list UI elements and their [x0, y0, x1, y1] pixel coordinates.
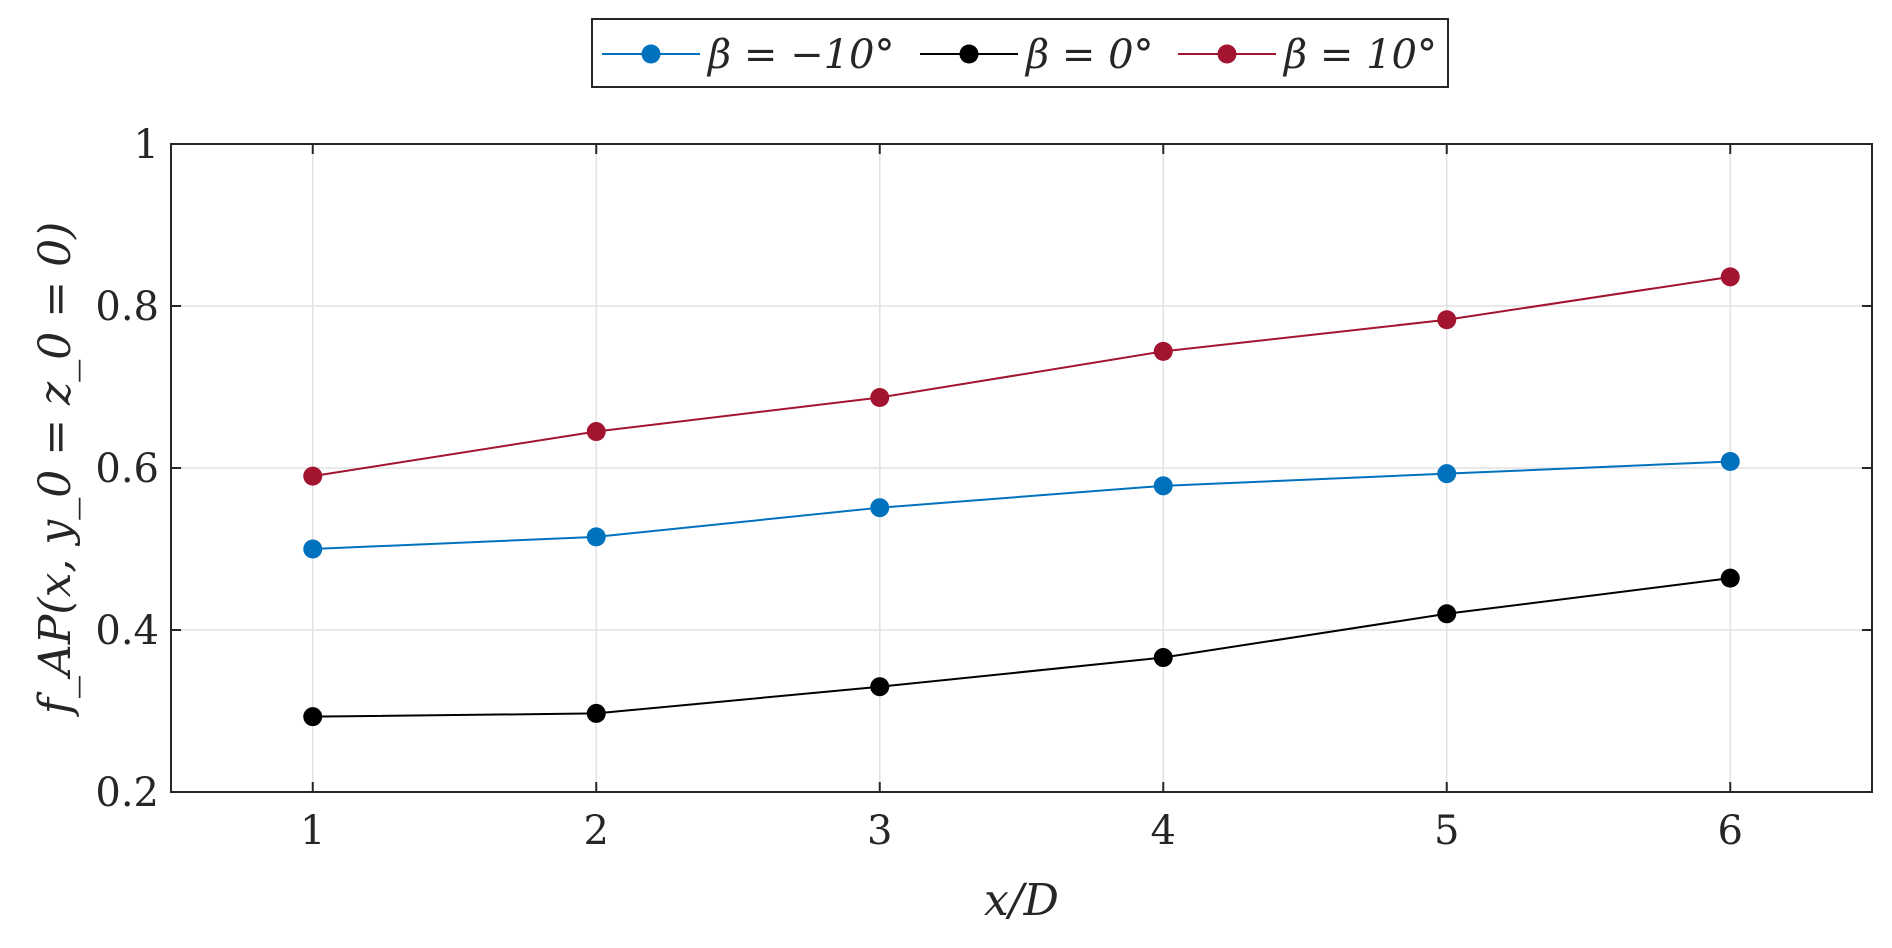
y-tick-label: 0.2 — [95, 770, 159, 816]
y-tick-label: 0.8 — [95, 284, 159, 330]
legend-item: β = 0° — [920, 32, 1154, 78]
x-axis-label: x/D — [984, 875, 1059, 926]
series-group — [303, 267, 1740, 727]
data-point — [1720, 452, 1740, 472]
data-point — [1437, 464, 1457, 484]
data-point — [1153, 341, 1173, 361]
series-2 — [303, 267, 1740, 486]
axis-ticks: 1 2 3 4 5 6 0.2 0.4 0.6 0.8 1 — [95, 122, 1872, 854]
legend-label: β = 10° — [1282, 32, 1437, 78]
legend-box — [591, 18, 1449, 88]
data-point — [303, 466, 323, 486]
legend-marker — [959, 44, 979, 64]
y-tick-label: 0.6 — [95, 446, 159, 492]
series-line — [312, 460, 1731, 550]
legend-marker — [641, 44, 661, 64]
y-tick-label: 1 — [134, 122, 159, 168]
x-tick-label: 6 — [1718, 808, 1743, 854]
x-tick-label: 4 — [1151, 808, 1176, 854]
data-point — [1720, 568, 1740, 588]
x-tick-label: 3 — [867, 808, 892, 854]
data-point — [586, 527, 606, 547]
data-point — [870, 388, 890, 408]
data-point — [870, 677, 890, 697]
series-line — [312, 275, 1731, 478]
data-point — [1153, 648, 1173, 668]
series-line — [312, 577, 1731, 718]
legend-item: β = −10° — [602, 32, 894, 78]
y-axis-label: f_AP(x, y_0 = z_0 = 0) — [30, 222, 81, 718]
legend-item: β = 10° — [1178, 32, 1437, 78]
x-tick-label: 1 — [300, 808, 325, 854]
grid — [171, 143, 1872, 793]
data-point — [1720, 267, 1740, 287]
x-tick-label: 2 — [584, 808, 609, 854]
data-point — [586, 703, 606, 723]
legend-label: β = 0° — [1024, 32, 1154, 78]
data-point — [303, 707, 323, 727]
x-tick-label: 5 — [1434, 808, 1459, 854]
data-point — [1437, 604, 1457, 624]
data-point — [1437, 310, 1457, 330]
legend-marker — [1217, 44, 1237, 64]
data-point — [1153, 476, 1173, 496]
y-tick-label: 0.4 — [95, 608, 159, 654]
series-1 — [303, 568, 1740, 727]
data-point — [586, 422, 606, 442]
data-point — [303, 539, 323, 559]
series-0 — [303, 452, 1740, 559]
legend-label: β = −10° — [706, 32, 894, 78]
legend: β = −10° β = 0° β = 10° — [591, 18, 1449, 88]
data-point — [870, 498, 890, 518]
